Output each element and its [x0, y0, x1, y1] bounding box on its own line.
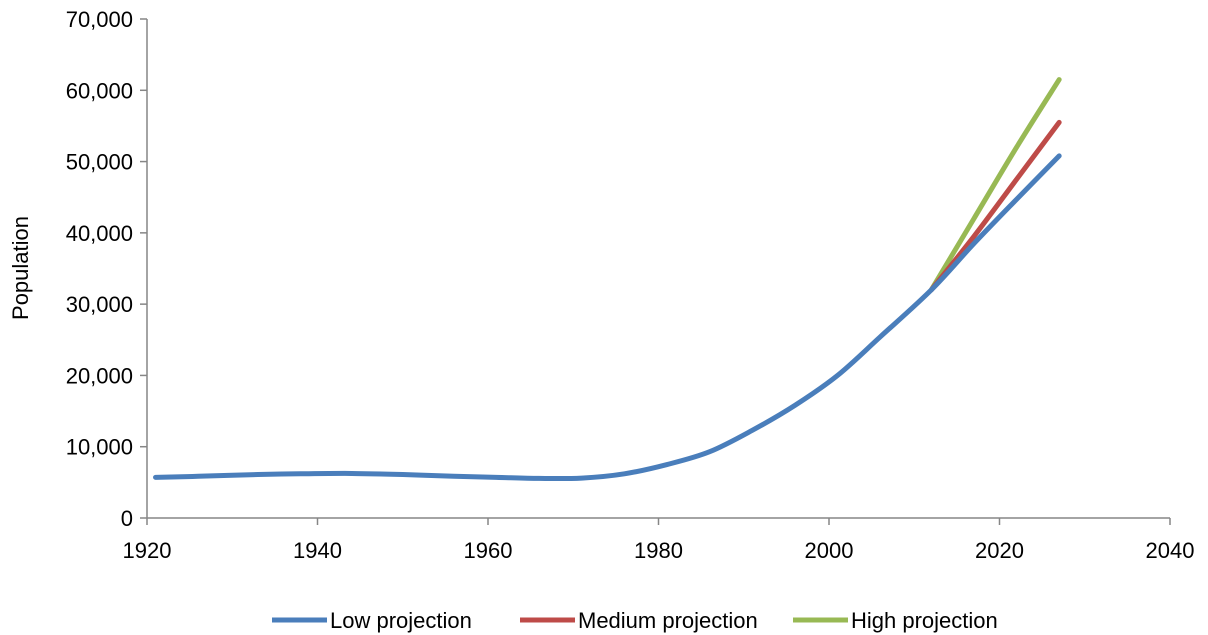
y-axis-title: Population	[8, 216, 33, 320]
series-line-low-projection	[153, 153, 1062, 482]
x-tick-label: 2040	[1146, 538, 1195, 563]
x-tick-label: 1960	[464, 538, 513, 563]
series-lines	[153, 77, 1062, 482]
y-tick-label: 50,000	[66, 150, 133, 175]
y-tick-label: 40,000	[66, 221, 133, 246]
y-tick-label: 10,000	[66, 435, 133, 460]
y-tick-label: 20,000	[66, 363, 133, 388]
y-tick-label: 0	[121, 506, 133, 531]
series-line-high-projection	[928, 77, 1062, 293]
legend-label-medium-projection: Medium projection	[578, 608, 758, 633]
legend-label-low-projection: Low projection	[330, 608, 472, 633]
x-tick-label: 2000	[805, 538, 854, 563]
axes: 0 10,000 20,000 30,000 40,000 50,000 60,000 70,…	[66, 7, 1195, 563]
y-ticks: 0 10,000 20,000 30,000 40,000 50,000 60,000 70,…	[66, 7, 147, 531]
legend-label-high-projection: High projection	[851, 608, 998, 633]
x-tick-label: 1920	[123, 538, 172, 563]
y-tick-label: 30,000	[66, 292, 133, 317]
legend: Low projection Medium projection High proj…	[272, 608, 998, 633]
y-tick-label: 60,000	[66, 78, 133, 103]
y-tick-label: 70,000	[66, 7, 133, 32]
x-tick-label: 2020	[975, 538, 1024, 563]
x-tick-label: 1940	[293, 538, 342, 563]
x-ticks: 1920 1940 1960 1980 2000 2020 2040	[123, 518, 1195, 563]
x-tick-label: 1980	[634, 538, 683, 563]
series-line-medium-projection	[928, 119, 1062, 293]
